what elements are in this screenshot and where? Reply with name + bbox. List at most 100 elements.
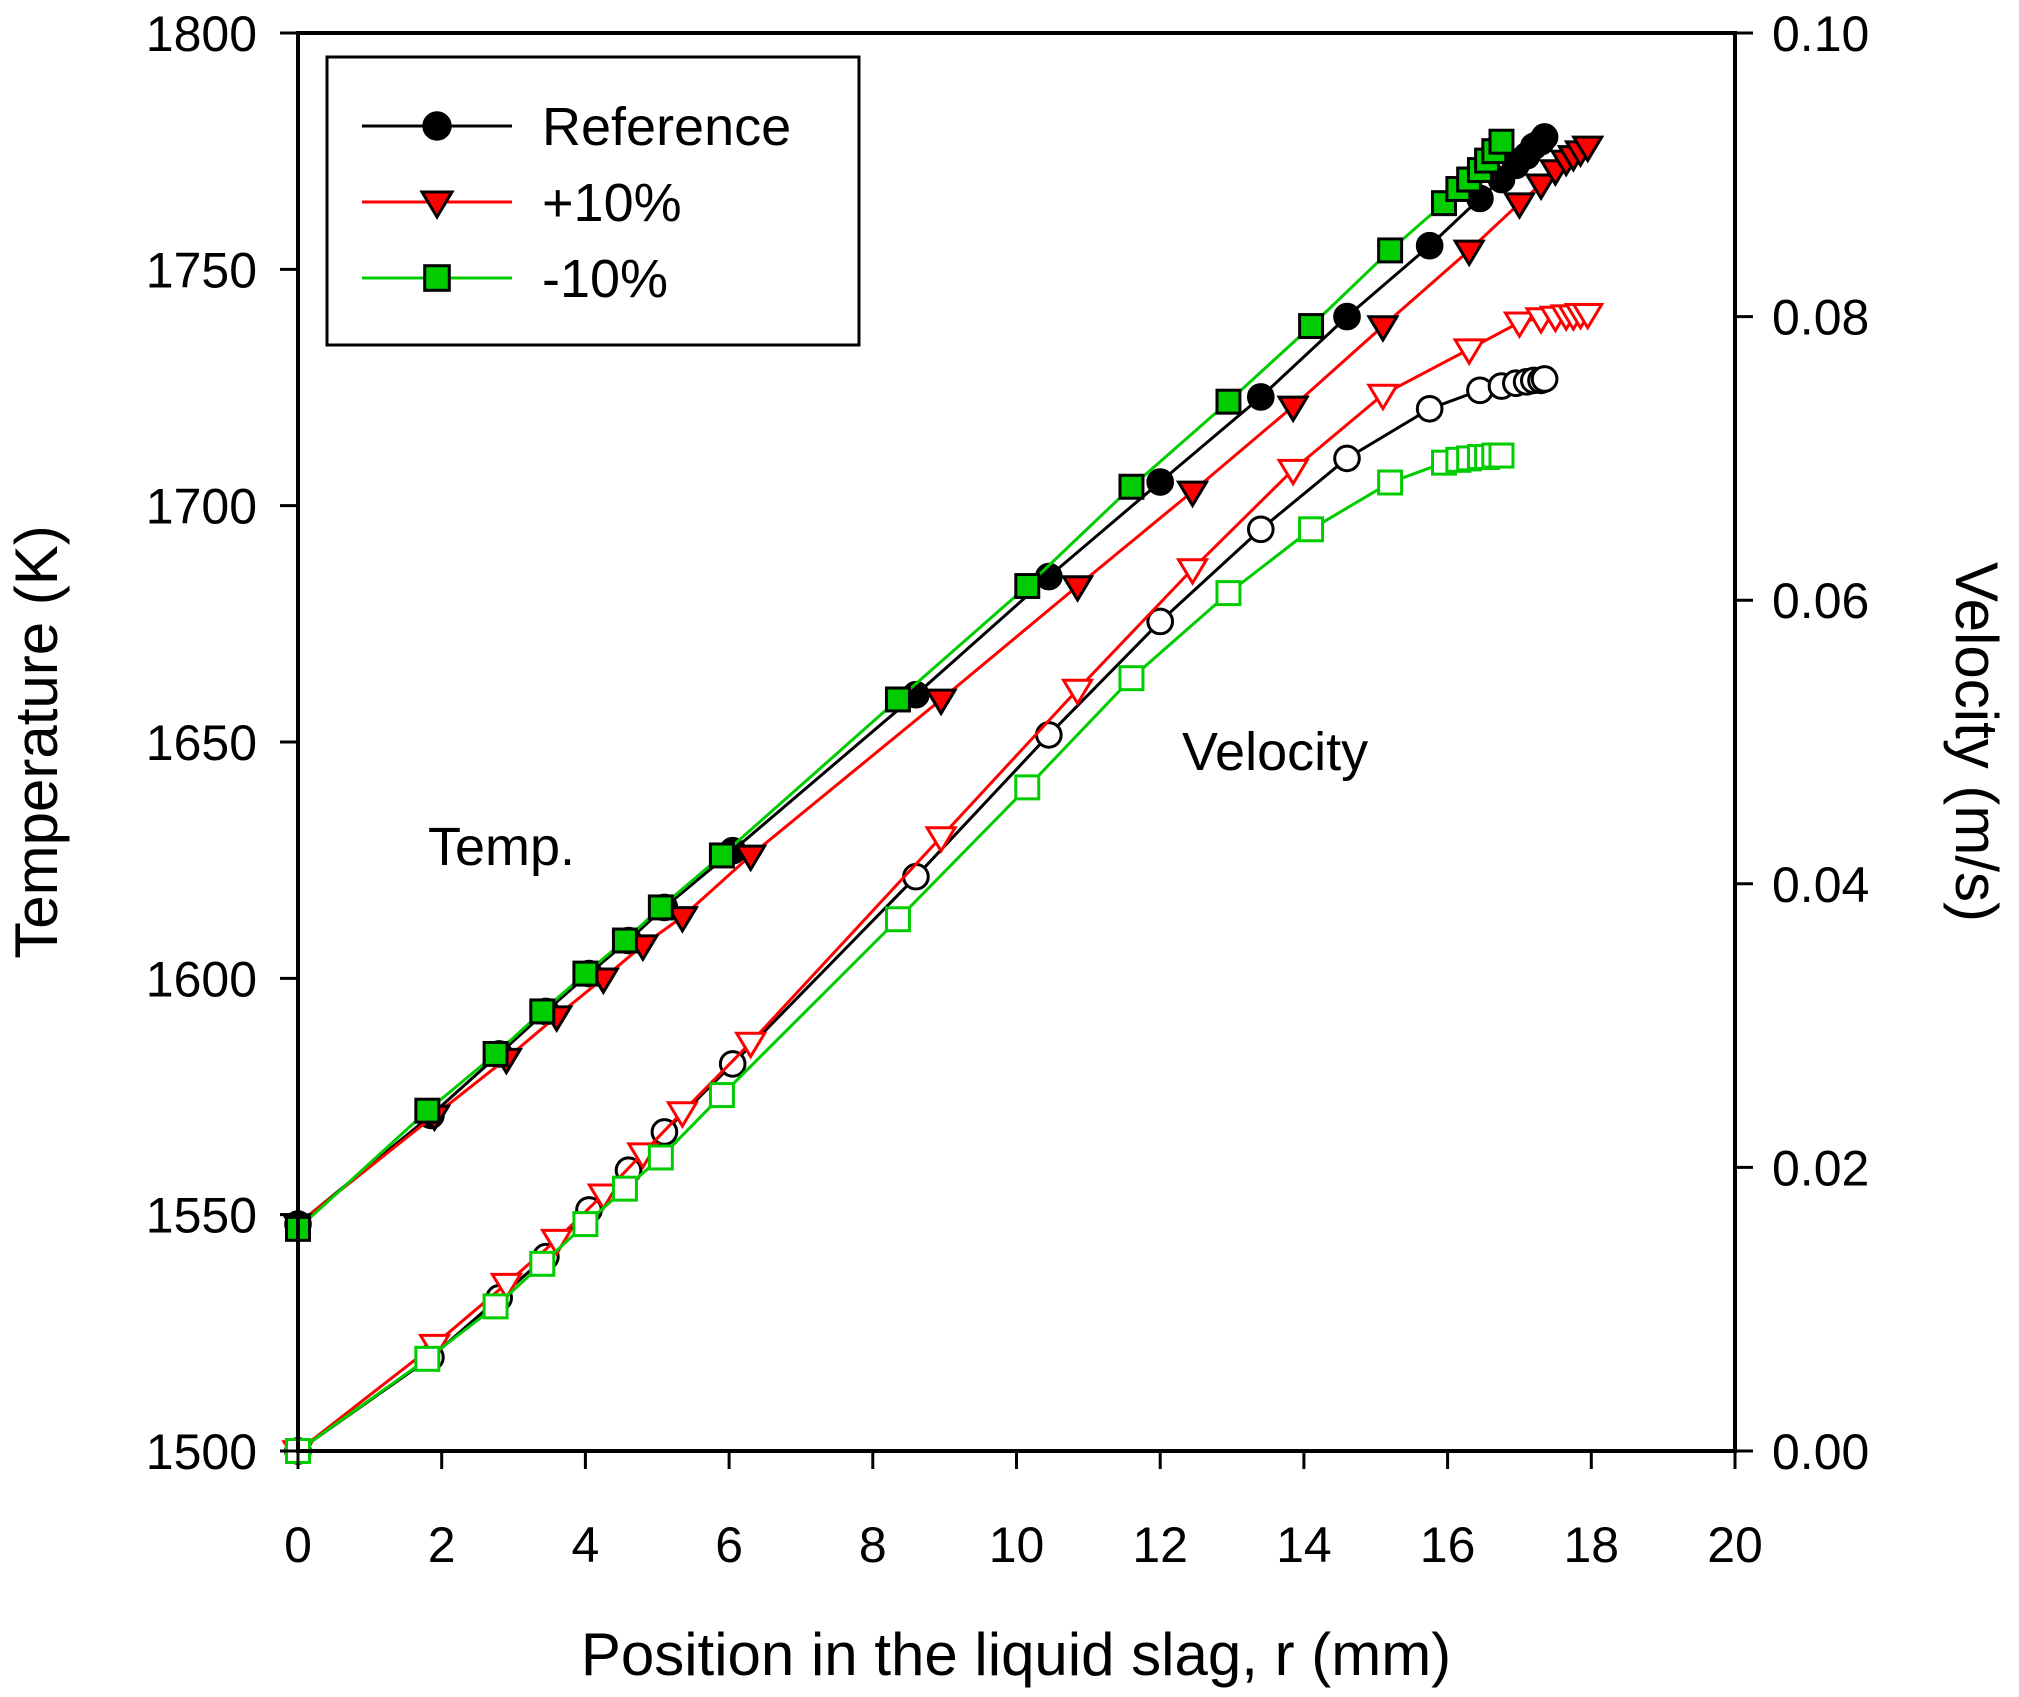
legend-marker [422, 111, 452, 141]
point-temperature-minus10pct [647, 894, 674, 921]
point-velocity-minus10pct [482, 1293, 509, 1320]
legend-label: +10% [542, 173, 682, 233]
point-temperature-reference [1530, 123, 1559, 151]
y2-axis-ticks: 0.00 0.02 0.04 0.06 0.08 0.10 [1735, 6, 1869, 1480]
point-temperature-minus10pct [1118, 473, 1145, 500]
point-velocity-minus10pct [1488, 442, 1515, 469]
legend-marker [419, 190, 455, 220]
point-temperature-minus10pct [1298, 313, 1325, 340]
point-velocity-plus10pct [489, 1272, 524, 1301]
y-tick-label: 1600 [146, 951, 257, 1007]
point-velocity-reference [718, 1050, 747, 1078]
point-velocity-plus10pct [540, 1228, 574, 1257]
series-velocity-minus10pct [285, 442, 1515, 1464]
point-velocity-plus10pct [1060, 678, 1095, 707]
point-velocity-reference [1415, 394, 1444, 423]
legend: Reference +10% -10% [325, 55, 861, 347]
point-temperature-reference [1333, 302, 1361, 331]
x-tick-label: 18 [1563, 1517, 1619, 1573]
point-temperature-minus10pct [1377, 237, 1404, 264]
point-velocity-reference [1146, 607, 1175, 636]
y2-tick-label: 0.10 [1772, 6, 1869, 62]
point-velocity-plus10pct [1175, 558, 1210, 586]
y2-tick-label: 0.02 [1772, 1140, 1869, 1196]
point-velocity-reference [1246, 515, 1275, 544]
point-temperature-minus10pct [1215, 388, 1242, 415]
x-tick-label: 4 [571, 1517, 599, 1573]
point-temperature-plus10pct [1366, 315, 1400, 343]
series-temperature-plus10pct [281, 135, 1605, 1241]
x-axis-label: Position in the liquid slag, r (mm) [581, 1621, 1451, 1688]
point-temperature-plus10pct [1502, 192, 1537, 221]
point-velocity-minus10pct [1118, 665, 1145, 692]
point-temperature-minus10pct [1488, 128, 1515, 155]
point-temperature-minus10pct [708, 842, 735, 869]
point-velocity-minus10pct [647, 1144, 674, 1171]
point-velocity-minus10pct [1014, 774, 1041, 801]
point-temperature-minus10pct [572, 960, 599, 987]
point-velocity-plus10pct [1452, 338, 1486, 367]
series-temperature-minus10pct [285, 128, 1515, 1242]
y2-tick-label: 0.08 [1772, 290, 1869, 346]
point-temperature-minus10pct [1014, 573, 1041, 599]
x-tick-label: 6 [715, 1517, 743, 1573]
legend-marker [423, 264, 451, 292]
point-temperature-plus10pct [1175, 480, 1210, 509]
point-temperature-minus10pct [414, 1097, 441, 1124]
point-velocity-minus10pct [708, 1082, 735, 1109]
point-velocity-plus10pct [1502, 311, 1537, 340]
y2-axis-label: Velocity (m/s) [1943, 562, 2010, 922]
x-tick-label: 0 [284, 1517, 312, 1573]
y-tick-label: 1750 [146, 242, 257, 298]
point-velocity-reference [1333, 444, 1361, 473]
point-temperature-reference [1415, 231, 1444, 260]
point-velocity-reference [902, 862, 930, 891]
point-temperature-plus10pct [924, 688, 958, 717]
point-temperature-plus10pct [1276, 395, 1310, 424]
point-temperature-minus10pct [611, 927, 638, 954]
point-velocity-minus10pct [1377, 469, 1404, 496]
point-temperature-reference [1146, 468, 1175, 496]
y-tick-label: 1800 [146, 6, 257, 62]
y2-tick-label: 0.04 [1772, 857, 1869, 913]
point-velocity-plus10pct [1276, 458, 1310, 487]
point-velocity-plus10pct [924, 826, 958, 854]
point-temperature-plus10pct [1060, 575, 1095, 603]
point-temperature-minus10pct [884, 686, 911, 713]
annotation-temp: Temp. [428, 817, 575, 877]
y-axis-ticks: 1500 1550 1600 1650 1700 1750 1800 [146, 6, 298, 1480]
y-tick-label: 1650 [146, 715, 257, 771]
point-temperature-minus10pct [482, 1040, 509, 1067]
point-velocity-minus10pct [1298, 516, 1325, 543]
point-velocity-minus10pct [611, 1175, 638, 1202]
point-temperature-plus10pct [1571, 135, 1605, 164]
y-tick-label: 1550 [146, 1188, 257, 1244]
point-velocity-reference [1530, 365, 1559, 393]
point-temperature-minus10pct [529, 998, 556, 1025]
x-axis-ticks: 0 2 4 6 8 10 12 14 16 18 20 [284, 1451, 1763, 1573]
point-velocity-minus10pct [1215, 580, 1242, 607]
point-velocity-plus10pct [1571, 302, 1605, 331]
point-temperature-plus10pct [1452, 239, 1486, 268]
x-tick-label: 20 [1707, 1517, 1763, 1573]
x-tick-label: 8 [859, 1517, 887, 1573]
x-tick-label: 16 [1420, 1517, 1476, 1573]
x-tick-label: 2 [428, 1517, 456, 1573]
point-velocity-minus10pct [529, 1250, 556, 1277]
point-velocity-plus10pct [586, 1183, 621, 1212]
point-velocity-plus10pct [734, 1031, 768, 1060]
point-velocity-plus10pct [665, 1101, 700, 1129]
x-tick-label: 12 [1132, 1517, 1188, 1573]
y-tick-label: 1500 [146, 1424, 257, 1480]
point-velocity-minus10pct [884, 906, 911, 933]
y2-tick-label: 0.00 [1772, 1424, 1869, 1480]
x-tick-label: 14 [1276, 1517, 1332, 1573]
point-temperature-plus10pct [734, 844, 768, 873]
point-velocity-minus10pct [414, 1345, 441, 1372]
point-temperature-plus10pct [1524, 173, 1558, 202]
point-velocity-minus10pct [572, 1211, 599, 1238]
point-temperature-plus10pct [665, 906, 700, 934]
y2-tick-label: 0.06 [1772, 573, 1869, 629]
x-tick-label: 10 [989, 1517, 1045, 1573]
